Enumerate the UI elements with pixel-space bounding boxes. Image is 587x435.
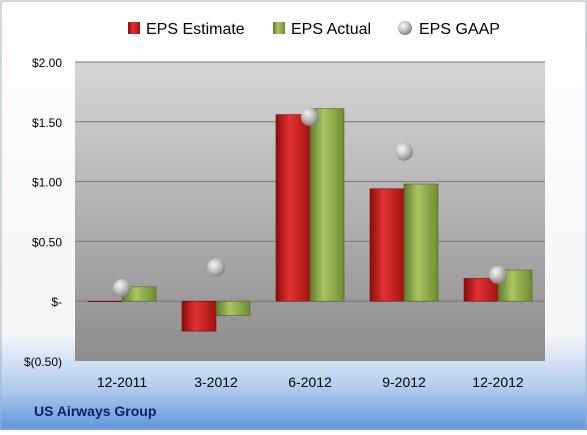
legend-label-gaap: EPS GAAP <box>419 21 500 38</box>
company-label: US Airways Group <box>34 403 156 419</box>
x-tick-label: 3-2012 <box>194 374 238 390</box>
bar-eps-estimate <box>87 300 123 303</box>
marker-eps-gaap <box>301 108 319 127</box>
bars <box>87 108 533 332</box>
bar-eps-estimate <box>369 188 405 302</box>
marker-eps-gaap <box>113 279 131 298</box>
bar-eps-actual <box>403 183 439 302</box>
marker-eps-gaap <box>207 258 225 277</box>
legend-swatch-gaap <box>398 21 412 35</box>
y-tick-label: $- <box>51 295 62 309</box>
legend: EPS Estimate EPS Actual EPS GAAP <box>128 21 500 38</box>
legend-label-estimate: EPS Estimate <box>146 21 245 38</box>
gaap-markers <box>113 108 507 298</box>
bar-eps-actual <box>215 300 251 316</box>
x-tick-label: 12-2012 <box>472 374 524 390</box>
bar-eps-estimate <box>181 300 217 332</box>
y-tick-label: $1.00 <box>32 176 62 190</box>
marker-eps-gaap <box>489 265 507 284</box>
y-tick-label: $0.50 <box>32 235 62 249</box>
y-tick-label: $2.00 <box>32 56 62 70</box>
legend-swatch-estimate <box>128 22 140 34</box>
legend-label-actual: EPS Actual <box>291 21 371 38</box>
x-tick-label: 9-2012 <box>382 374 426 390</box>
x-axis-ticks: 12-2011 3-2012 6-2012 9-2012 12-2012 <box>97 374 524 390</box>
marker-eps-gaap <box>395 142 413 161</box>
y-axis-ticks: $2.00 $1.50 $1.00 $0.50 $- $(0.50) <box>24 56 62 369</box>
x-tick-label: 12-2011 <box>97 374 148 390</box>
legend-swatch-actual <box>273 22 285 34</box>
bar-eps-estimate <box>275 114 311 302</box>
y-tick-label: $1.50 <box>32 116 62 130</box>
bar-eps-actual <box>309 108 345 302</box>
x-tick-label: 6-2012 <box>288 374 332 390</box>
y-tick-label: $(0.50) <box>24 355 62 369</box>
